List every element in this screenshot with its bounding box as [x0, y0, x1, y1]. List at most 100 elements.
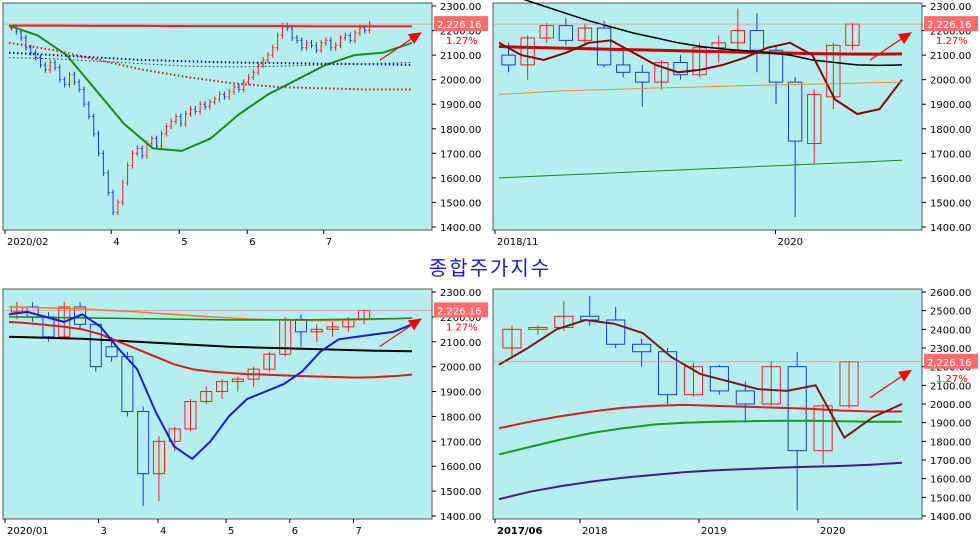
- x-tick-label: 2020/02: [7, 237, 49, 248]
- candle-body: [105, 346, 118, 358]
- y-tick-label: 2000.00: [440, 363, 481, 374]
- long-chart: 2600.002500.002400.002300.002200.002100.…: [492, 288, 978, 537]
- x-tick-label: 2020: [820, 526, 845, 537]
- last-price-box: [924, 16, 978, 32]
- ma-line: [498, 403, 902, 430]
- ma-line: [498, 81, 903, 95]
- y-tick-label: 2100.00: [930, 51, 971, 62]
- y-tick-label: 2300.00: [930, 344, 971, 355]
- y-tick-label: 1500.00: [440, 487, 481, 498]
- y-tick-label: 1600.00: [440, 462, 481, 473]
- y-tick-label: 2100.00: [440, 51, 481, 62]
- candle-body: [231, 378, 244, 383]
- candle-body: [528, 326, 548, 330]
- candle-body: [657, 351, 678, 396]
- candle-body: [121, 356, 134, 412]
- y-tick-label: 1600.00: [930, 475, 971, 486]
- y-tick-label: 1700.00: [930, 149, 971, 160]
- candle-body: [58, 306, 71, 338]
- trend-arrow-head: [408, 32, 422, 45]
- trend-arrow-line: [869, 374, 905, 399]
- x-tick-label: 7: [356, 526, 362, 537]
- last-price-box: [434, 16, 488, 32]
- ma-line: [523, 0, 903, 67]
- x-tick-label: 2018/11: [497, 237, 539, 248]
- last-price-box: [434, 302, 488, 318]
- candle-body: [632, 343, 652, 353]
- candle-body: [558, 25, 574, 41]
- plot-area: [2, 288, 433, 520]
- y-tick-label: 1500.00: [930, 198, 971, 209]
- x-tick-label: 5: [181, 237, 187, 248]
- y-tick-label: 2200.00: [440, 27, 481, 38]
- y-tick-label: 2300.00: [440, 2, 481, 13]
- candle-body: [42, 316, 55, 338]
- y-tick-label: 1600.00: [930, 174, 971, 185]
- candle-body: [520, 37, 535, 66]
- ma-line: [8, 310, 413, 461]
- last-price-label: 2,226.16: [437, 20, 482, 31]
- candle-body: [761, 366, 781, 405]
- last-price-label: 2,226.16: [927, 358, 972, 369]
- trend-arrow-head: [898, 32, 912, 45]
- candle-body: [152, 440, 165, 475]
- y-tick-label: 1600.00: [440, 174, 481, 185]
- y-tick-label: 2500.00: [930, 307, 971, 318]
- plot-area: [492, 2, 923, 231]
- candle-body: [502, 328, 522, 349]
- candle-body: [749, 30, 765, 51]
- x-tick-label: 5: [228, 526, 234, 537]
- y-tick-label: 1700.00: [440, 437, 481, 448]
- trend-arrow-line: [869, 36, 905, 61]
- y-tick-label: 1400.00: [440, 512, 481, 523]
- change-label: 1.27%: [936, 36, 968, 47]
- candle-body: [539, 25, 554, 39]
- trend-arrow-line: [379, 322, 415, 347]
- ma-line: [498, 318, 903, 440]
- ma-line: [8, 24, 413, 152]
- y-tick-label: 1900.00: [930, 419, 971, 430]
- y-tick-label: 2100.00: [930, 381, 971, 392]
- y-tick-label: 2400.00: [930, 325, 971, 336]
- x-tick-label: 6: [249, 237, 255, 248]
- x-tick-label: 6: [292, 526, 298, 537]
- ma-line: [498, 39, 903, 116]
- change-label: 1.27%: [446, 322, 478, 333]
- x-tick-label: 3: [101, 526, 107, 537]
- x-tick-label: 2017/06: [497, 526, 542, 537]
- y-tick-label: 1400.00: [930, 223, 971, 234]
- candle-body: [200, 391, 213, 403]
- candle-body: [711, 42, 726, 49]
- y-tick-label: 1700.00: [440, 149, 481, 160]
- ma-line: [498, 45, 903, 56]
- candle-body: [580, 315, 600, 321]
- candle-body: [216, 381, 229, 393]
- candle-body: [294, 318, 308, 333]
- monthly-chart: 2300.00 2200.00 2100.00 2000.00 1900.00 1800.…: [492, 0, 978, 248]
- last-price-label: 2,226.16: [927, 20, 972, 31]
- y-tick-label: 1500.00: [930, 493, 971, 504]
- last-price-box: [924, 353, 978, 369]
- candle-body: [735, 390, 755, 405]
- y-tick-label: 1900.00: [930, 100, 971, 111]
- candle-body: [501, 54, 516, 66]
- candle-body: [807, 93, 822, 145]
- y-tick-label: 2000.00: [440, 76, 481, 87]
- chart-panel-weekly: 2300.00 2200.00 2100.00 2000.00 1900.00 1800.…: [0, 286, 490, 539]
- candle-body: [596, 27, 612, 66]
- x-tick-label: 2019: [701, 526, 726, 537]
- trend-arrow-line: [379, 36, 415, 61]
- x-tick-label: 2020/01: [7, 526, 49, 537]
- candle-body: [89, 323, 102, 368]
- ma-line: [9, 24, 412, 28]
- candle-body: [577, 27, 593, 41]
- last-price-label: 2,226.16: [437, 306, 482, 317]
- chart-panel-long: 2600.002500.002400.002300.002200.002100.…: [490, 286, 980, 539]
- x-tick-label: 2020: [778, 237, 803, 248]
- y-tick-label: 1900.00: [440, 388, 481, 399]
- y-tick-label: 1800.00: [930, 125, 971, 136]
- chart-panel-monthly: 2300.00 2200.00 2100.00 2000.00 1900.00 1800.…: [490, 0, 980, 250]
- candle-body: [635, 71, 650, 83]
- candle-body: [137, 410, 150, 475]
- chart-panel-daily: 2300.00 2200.00 2100.00 2000.00 1900.00 1800.…: [0, 0, 490, 250]
